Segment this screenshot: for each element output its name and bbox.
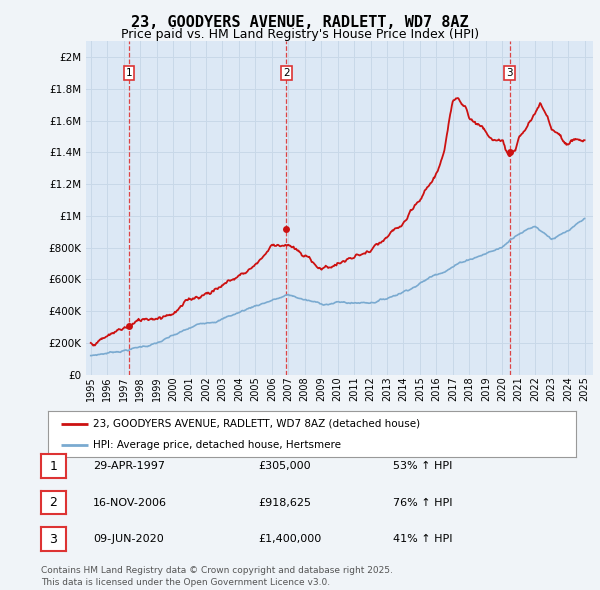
Text: 41% ↑ HPI: 41% ↑ HPI <box>393 535 452 544</box>
Text: 1: 1 <box>126 68 133 78</box>
Text: 1: 1 <box>49 460 58 473</box>
Text: HPI: Average price, detached house, Hertsmere: HPI: Average price, detached house, Hert… <box>93 440 341 450</box>
Text: Contains HM Land Registry data © Crown copyright and database right 2025.
This d: Contains HM Land Registry data © Crown c… <box>41 566 392 587</box>
Text: £1,400,000: £1,400,000 <box>258 535 321 544</box>
Text: 23, GOODYERS AVENUE, RADLETT, WD7 8AZ (detached house): 23, GOODYERS AVENUE, RADLETT, WD7 8AZ (d… <box>93 419 420 429</box>
Text: 29-APR-1997: 29-APR-1997 <box>93 461 165 471</box>
Text: 3: 3 <box>49 533 58 546</box>
Text: 3: 3 <box>506 68 513 78</box>
Text: £305,000: £305,000 <box>258 461 311 471</box>
Text: 2: 2 <box>283 68 290 78</box>
Text: 2: 2 <box>49 496 58 509</box>
Text: 23, GOODYERS AVENUE, RADLETT, WD7 8AZ: 23, GOODYERS AVENUE, RADLETT, WD7 8AZ <box>131 15 469 30</box>
Text: 16-NOV-2006: 16-NOV-2006 <box>93 498 167 507</box>
Text: 09-JUN-2020: 09-JUN-2020 <box>93 535 164 544</box>
Text: £918,625: £918,625 <box>258 498 311 507</box>
Text: 76% ↑ HPI: 76% ↑ HPI <box>393 498 452 507</box>
Text: 53% ↑ HPI: 53% ↑ HPI <box>393 461 452 471</box>
Text: Price paid vs. HM Land Registry's House Price Index (HPI): Price paid vs. HM Land Registry's House … <box>121 28 479 41</box>
